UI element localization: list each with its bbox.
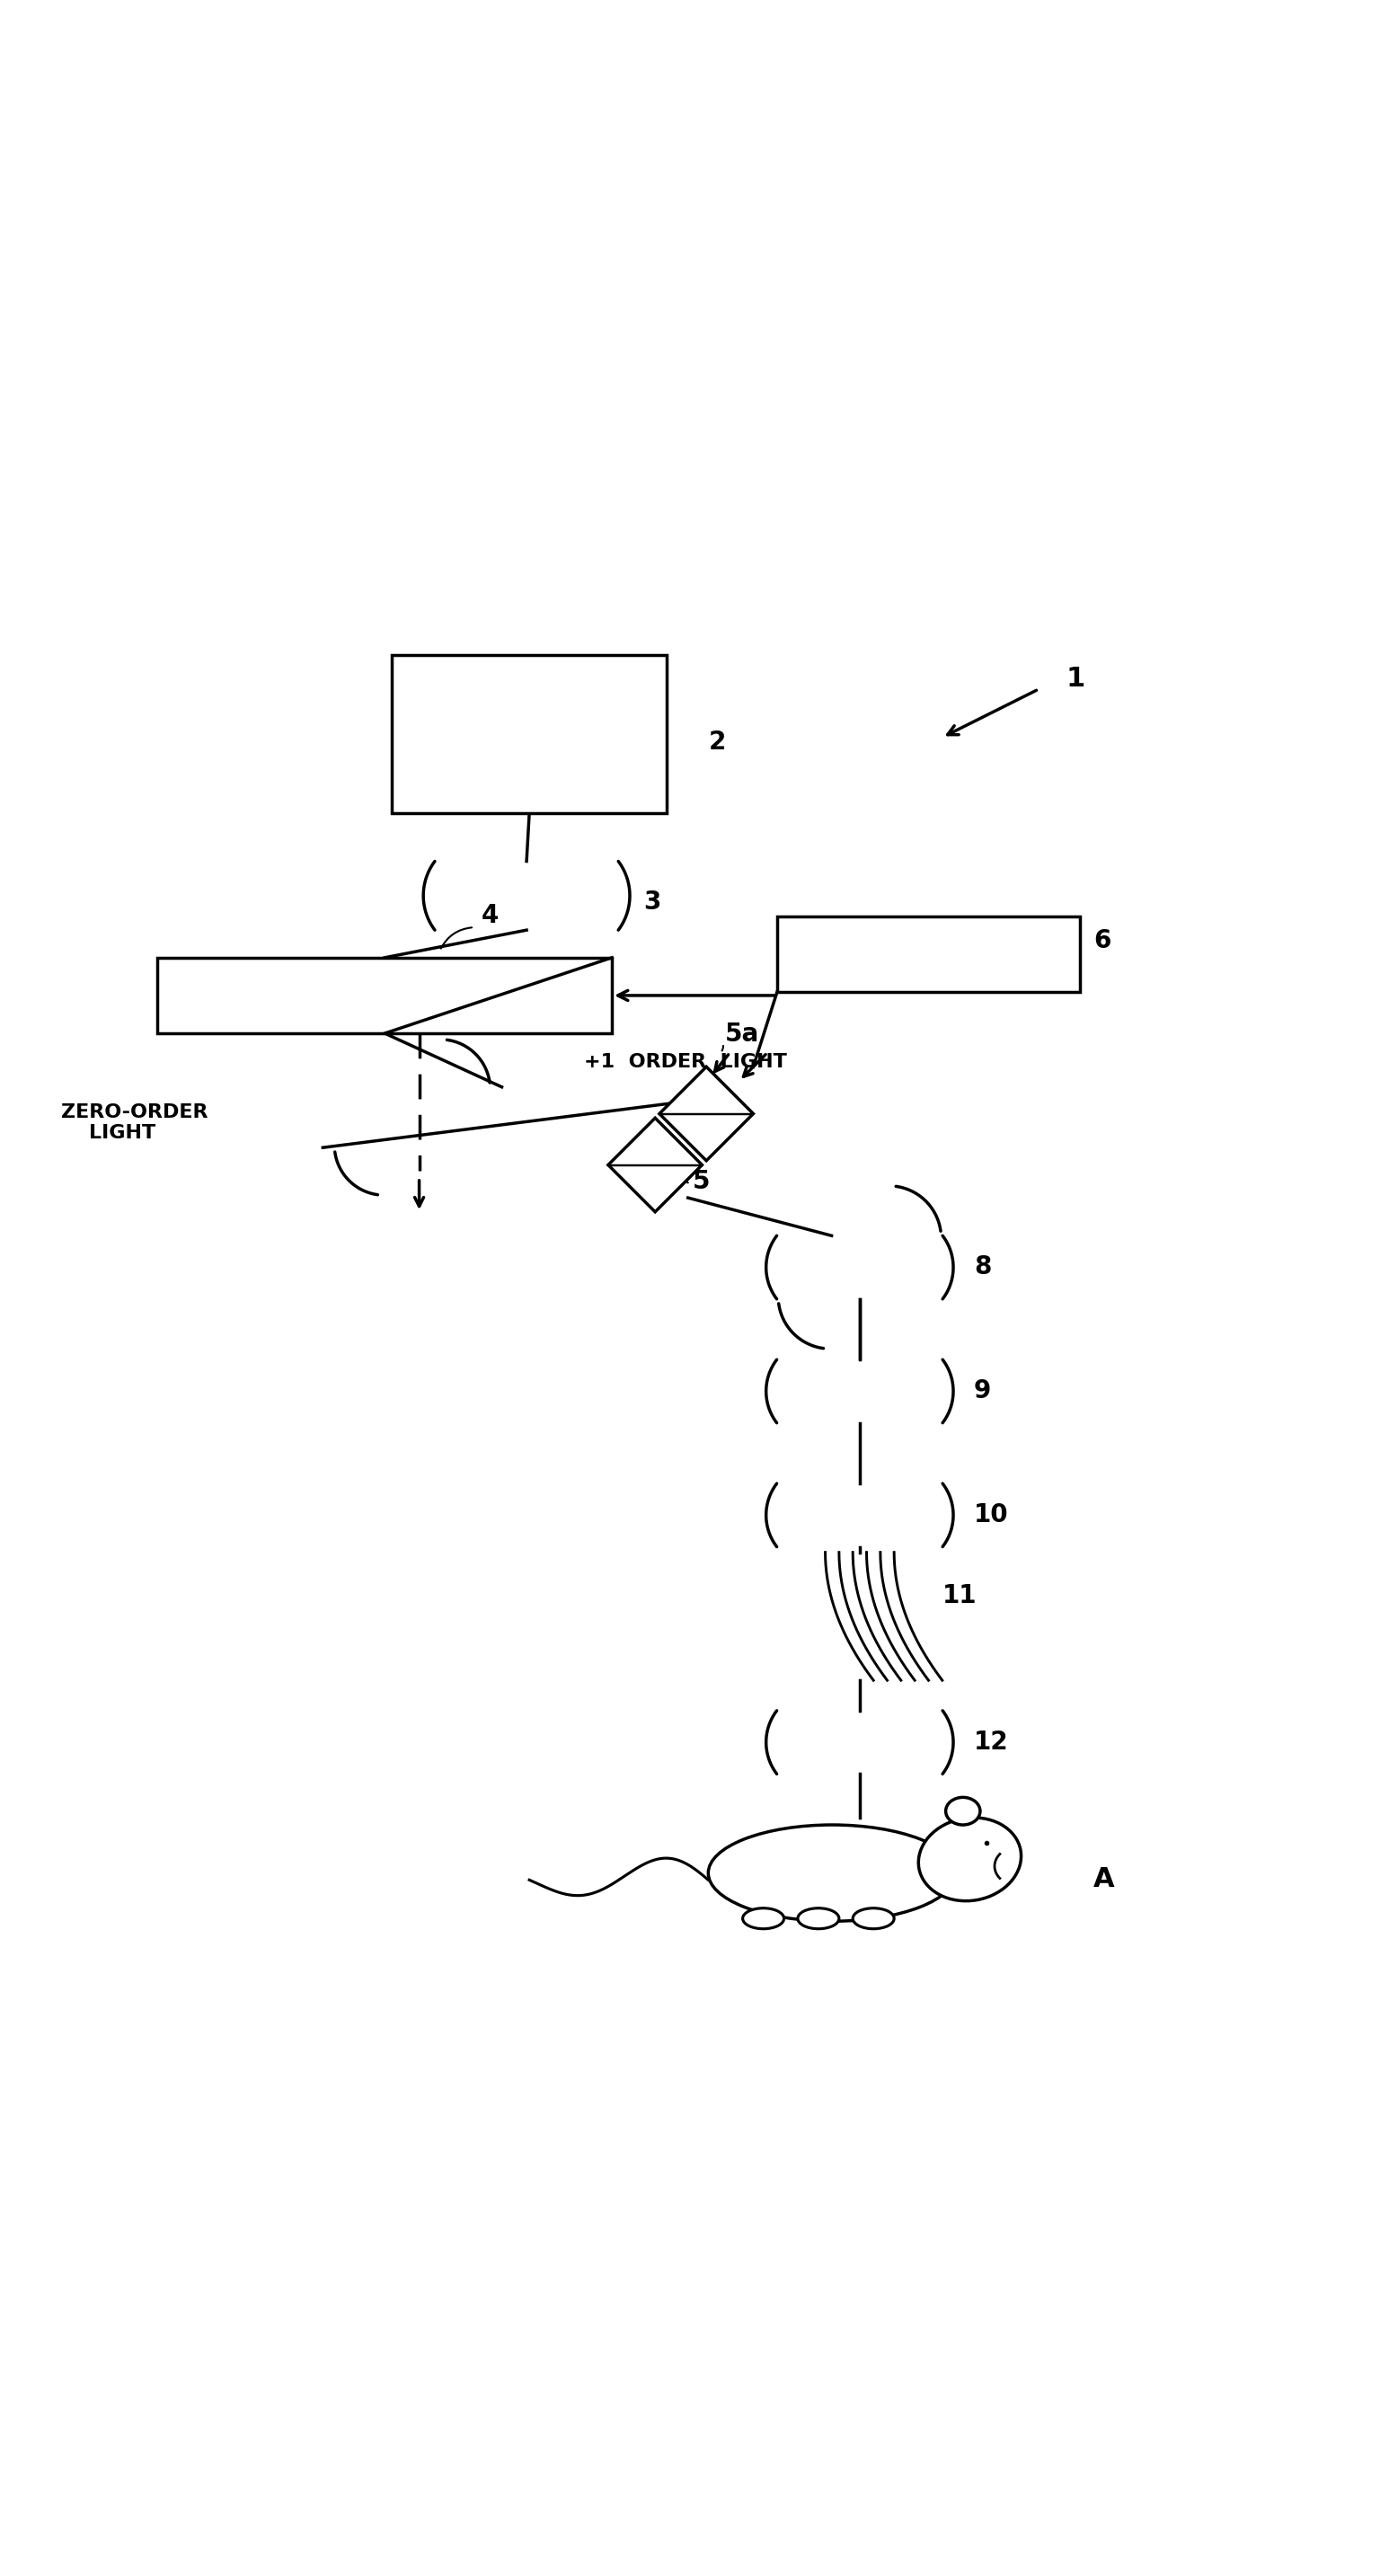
Ellipse shape [918, 1819, 1021, 1901]
Text: 8: 8 [974, 1255, 992, 1280]
Polygon shape [608, 1118, 701, 1211]
Text: 3: 3 [643, 889, 661, 914]
Text: 9: 9 [974, 1378, 992, 1404]
Bar [158, 958, 613, 1033]
Ellipse shape [797, 1909, 839, 1929]
Ellipse shape [853, 1909, 895, 1929]
Bar [776, 917, 1079, 992]
Text: 5: 5 [693, 1170, 710, 1193]
Text: 10: 10 [974, 1502, 1008, 1528]
Text: 12: 12 [974, 1728, 1008, 1754]
Text: ZERO-ORDER
    LIGHT: ZERO-ORDER LIGHT [61, 1103, 208, 1141]
Ellipse shape [743, 1909, 783, 1929]
Ellipse shape [946, 1798, 981, 1824]
Text: +1  ORDER  LIGHT: +1 ORDER LIGHT [585, 1054, 788, 1072]
Text: 6: 6 [1093, 927, 1111, 953]
Text: 2: 2 [708, 729, 725, 755]
Ellipse shape [708, 1824, 956, 1922]
Bar [392, 654, 667, 814]
Text: 11: 11 [942, 1582, 976, 1607]
Text: A: A [1093, 1865, 1115, 1893]
Text: 4: 4 [481, 904, 499, 927]
Text: 5a: 5a [725, 1020, 760, 1046]
Polygon shape [660, 1066, 753, 1162]
Text: 1: 1 [1067, 665, 1085, 693]
